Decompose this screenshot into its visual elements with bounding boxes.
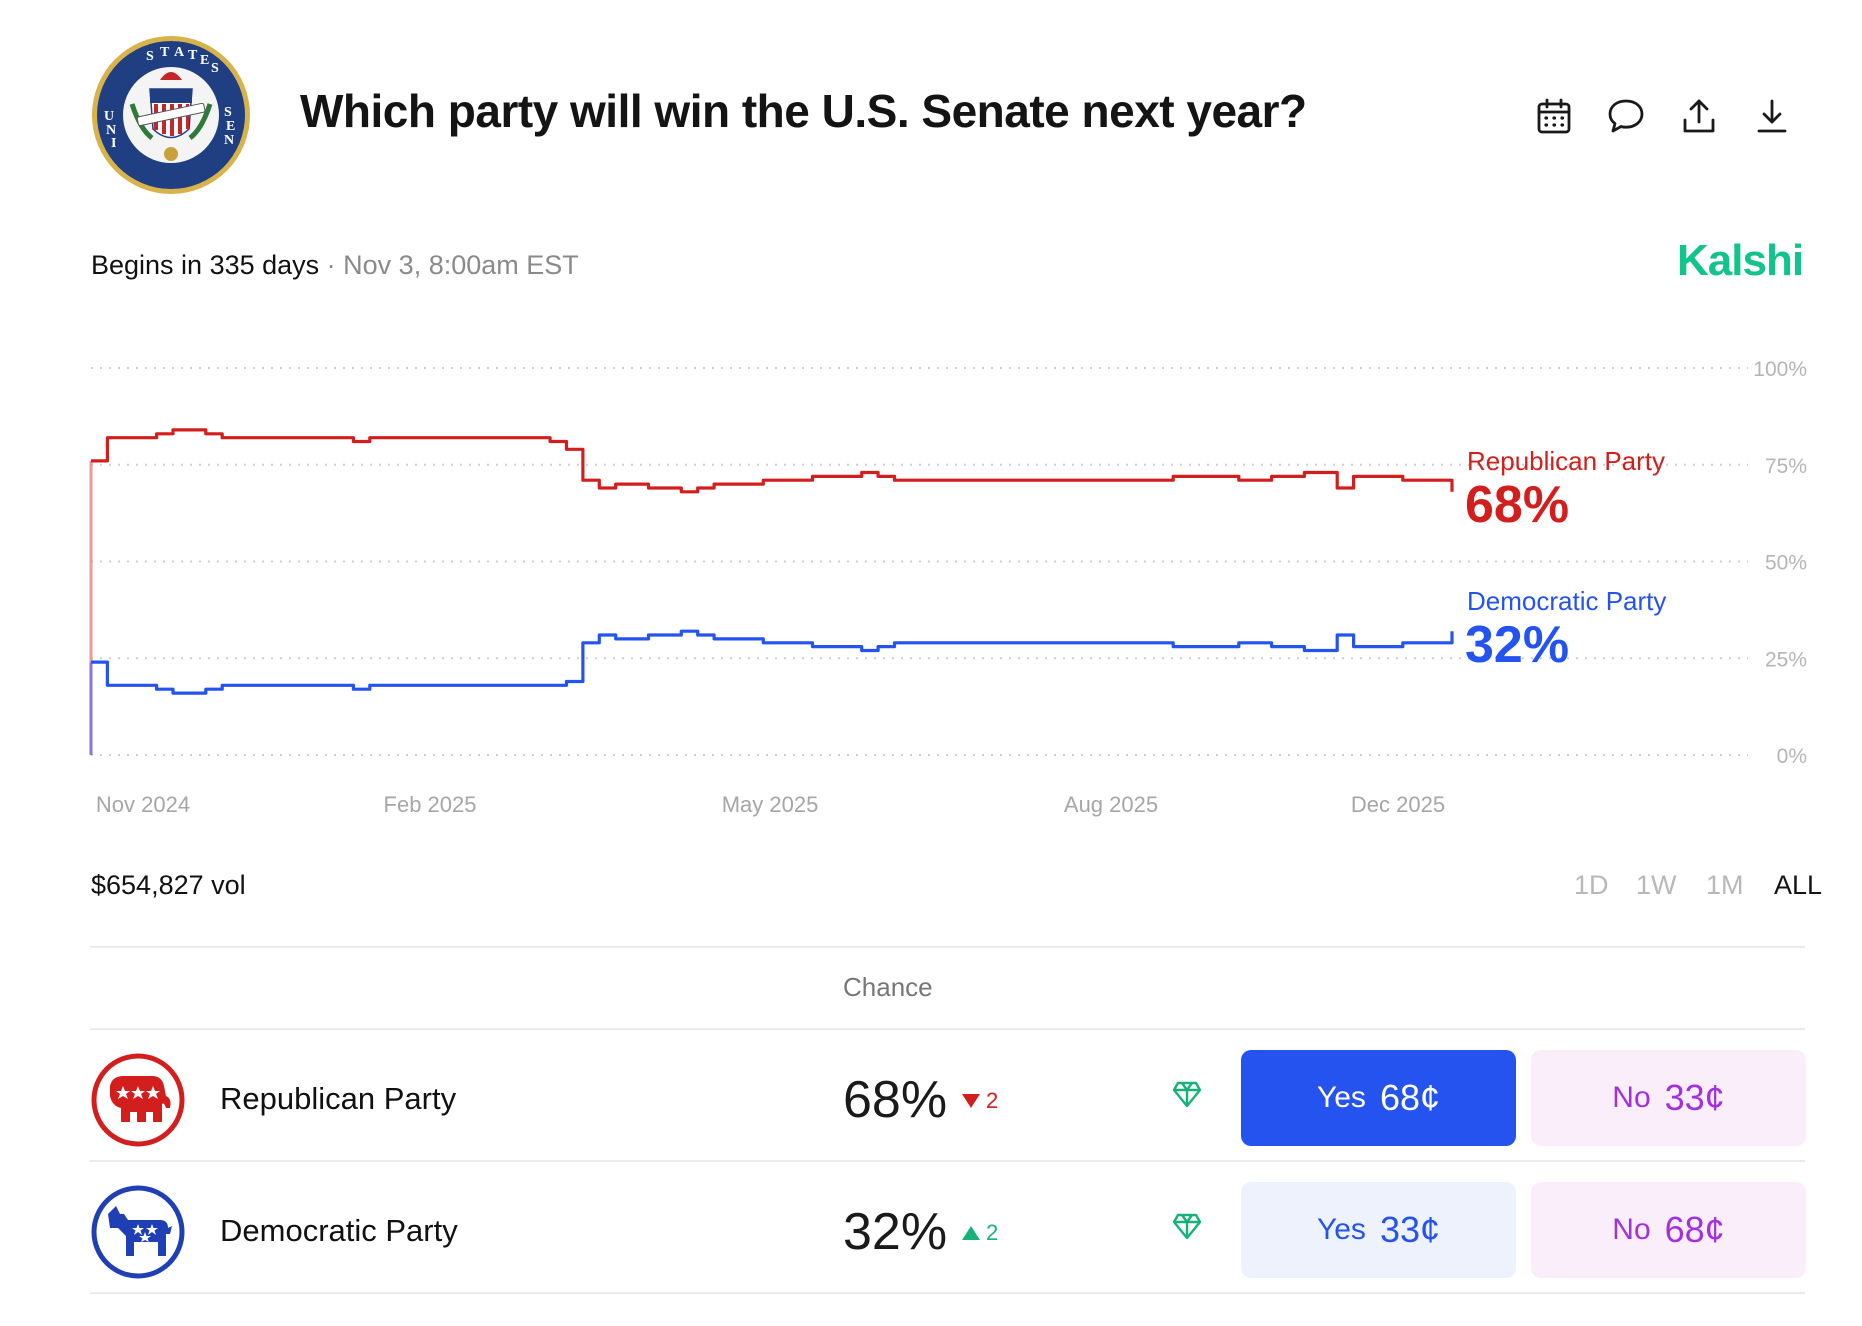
chance-column-header: Chance (843, 972, 933, 1002)
buy-no-button[interactable]: No 68¢ (1531, 1182, 1806, 1278)
diamond-icon[interactable] (1172, 1211, 1202, 1241)
event-date: · Nov 3, 8:00am EST (326, 250, 579, 280)
svg-text:T: T (188, 48, 198, 63)
page-title: Which party will win the U.S. Senate nex… (300, 85, 1307, 137)
x-tick-label: Nov 2024 (96, 792, 190, 817)
svg-text:N: N (106, 123, 116, 138)
change-value: 2 (986, 1088, 999, 1113)
svg-text:S: S (211, 61, 219, 76)
y-tick-label: 100% (1753, 358, 1807, 381)
buy-no-button[interactable]: No 33¢ (1531, 1050, 1806, 1146)
divider (90, 946, 1805, 948)
yes-price: 33¢ (1379, 1209, 1441, 1250)
chance-change: 2 (962, 1220, 998, 1246)
calendar-icon[interactable] (1534, 96, 1574, 136)
party-name: Republican Party (220, 1081, 457, 1116)
party-name: Democratic Party (220, 1213, 458, 1248)
series-line-democratic (91, 629, 1454, 695)
down-triangle-icon (962, 1094, 980, 1108)
volume-text: $654,827 vol (91, 870, 246, 900)
market-row-republican[interactable]: Republican Party 68% 2 Yes 68¢ No 33¢ (90, 1032, 1806, 1162)
republican-elephant-icon (90, 1052, 186, 1148)
download-icon[interactable] (1752, 96, 1792, 136)
range-1w-button[interactable]: 1W (1636, 870, 1677, 900)
share-icon[interactable] (1679, 96, 1719, 136)
x-tick-label: Aug 2025 (1064, 792, 1158, 817)
range-1m-button[interactable]: 1M (1706, 870, 1744, 900)
svg-text:U: U (104, 109, 114, 124)
x-tick-label: Dec 2025 (1351, 792, 1445, 817)
buy-yes-button[interactable]: Yes 68¢ (1241, 1050, 1516, 1146)
up-triangle-icon (962, 1226, 980, 1240)
x-tick-label: Feb 2025 (384, 792, 477, 817)
event-start-info: Begins in 335 days · Nov 3, 8:00am EST (91, 250, 579, 281)
no-label: No (1612, 1213, 1651, 1246)
series-label-value: 32% (1465, 616, 1569, 674)
range-all-button[interactable]: ALL (1774, 870, 1823, 900)
series-label-value: 68% (1465, 476, 1569, 534)
range-1d-button[interactable]: 1D (1574, 870, 1609, 900)
divider (90, 1160, 1805, 1162)
series-label-name: Democratic Party (1467, 586, 1666, 616)
svg-text:N: N (224, 133, 234, 148)
no-price: 68¢ (1664, 1209, 1725, 1250)
svg-text:S: S (224, 105, 232, 120)
yes-label: Yes (1316, 1213, 1366, 1246)
svg-text:A: A (174, 45, 185, 60)
comment-icon[interactable] (1606, 96, 1646, 136)
yes-label: Yes (1316, 1081, 1366, 1114)
y-tick-label: 0% (1777, 745, 1807, 768)
divider (90, 1028, 1805, 1030)
y-tick-label: 50% (1765, 552, 1807, 575)
chance-value: 32% (843, 1203, 948, 1261)
buy-yes-button[interactable]: Yes 33¢ (1241, 1182, 1516, 1278)
series-line-republican (91, 428, 1454, 494)
svg-text:T: T (160, 45, 170, 60)
begins-text: Begins in 335 days (91, 250, 320, 280)
change-value: 2 (986, 1220, 999, 1245)
diamond-icon[interactable] (1172, 1079, 1202, 1109)
svg-text:S: S (146, 49, 154, 64)
x-tick-label: May 2025 (722, 792, 819, 817)
svg-text:I: I (111, 136, 116, 151)
series-label-name: Republican Party (1467, 446, 1665, 476)
divider (90, 1292, 1805, 1294)
svg-text:E: E (226, 119, 235, 134)
no-price: 33¢ (1664, 1077, 1725, 1118)
democratic-donkey-icon (90, 1184, 186, 1280)
brand-logo[interactable]: Kalshi (1677, 236, 1804, 285)
no-label: No (1612, 1081, 1651, 1114)
svg-text:E: E (200, 53, 209, 68)
y-tick-label: 75% (1765, 455, 1807, 478)
price-chart[interactable]: 0% 25% 50% 75% 100% Nov 2024 Feb 2025 May 2025… (0, 340, 1862, 820)
chance-value: 68% (843, 1071, 948, 1129)
market-row-democratic[interactable]: Democratic Party 32% 2 Yes 33¢ No 68¢ (90, 1164, 1806, 1294)
yes-price: 68¢ (1379, 1077, 1441, 1118)
chance-change: 2 (962, 1088, 998, 1114)
y-tick-label: 25% (1765, 648, 1807, 671)
